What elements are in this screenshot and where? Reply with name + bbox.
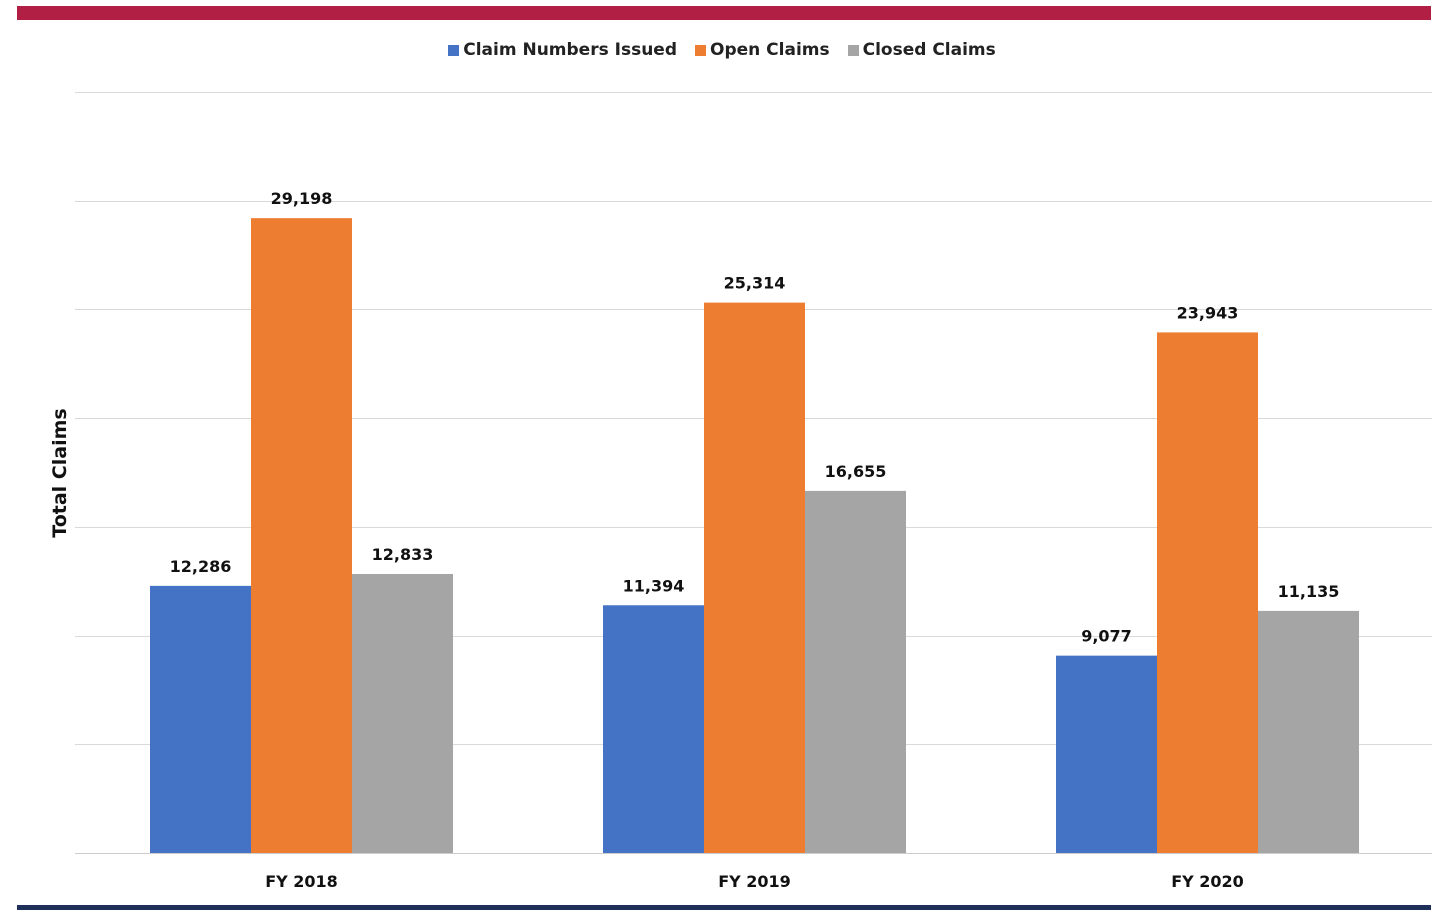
bar	[150, 585, 251, 853]
x-tick-label: FY 2020	[1171, 872, 1244, 891]
bar	[1157, 332, 1258, 853]
legend-item-closed-claims: Closed Claims	[847, 40, 996, 60]
bar	[1056, 655, 1157, 853]
top-accent-band	[17, 6, 1431, 20]
data-label: 16,655	[825, 462, 887, 481]
data-label: 9,077	[1081, 627, 1132, 646]
bar	[1258, 610, 1359, 853]
x-tick-label: FY 2019	[718, 872, 791, 891]
legend-swatch-claim-numbers-issued	[448, 44, 460, 56]
legend-label-claim-numbers-issued: Claim Numbers Issued	[463, 40, 677, 60]
data-label: 12,833	[372, 545, 434, 564]
data-label: 29,198	[271, 189, 333, 208]
legend-label-closed-claims: Closed Claims	[862, 40, 996, 60]
legend-item-open-claims: Open Claims	[695, 40, 830, 60]
bar	[603, 605, 704, 853]
legend-swatch-closed-claims	[847, 44, 859, 56]
data-label: 11,135	[1278, 582, 1340, 601]
legend: Claim Numbers Issued Open Claims Closed …	[0, 40, 1444, 60]
legend-swatch-open-claims	[695, 44, 706, 56]
bar	[805, 490, 906, 853]
legend-item-claim-numbers-issued: Claim Numbers Issued	[448, 40, 677, 60]
bar	[352, 573, 453, 853]
data-label: 11,394	[623, 576, 685, 595]
bottom-accent-band	[17, 905, 1431, 910]
data-label: 23,943	[1177, 303, 1239, 322]
x-tick-label: FY 2018	[265, 872, 338, 891]
bar	[704, 302, 805, 853]
data-label: 25,314	[724, 274, 786, 293]
data-label: 12,286	[170, 557, 232, 576]
legend-label-open-claims: Open Claims	[710, 40, 830, 60]
bar	[251, 218, 352, 854]
